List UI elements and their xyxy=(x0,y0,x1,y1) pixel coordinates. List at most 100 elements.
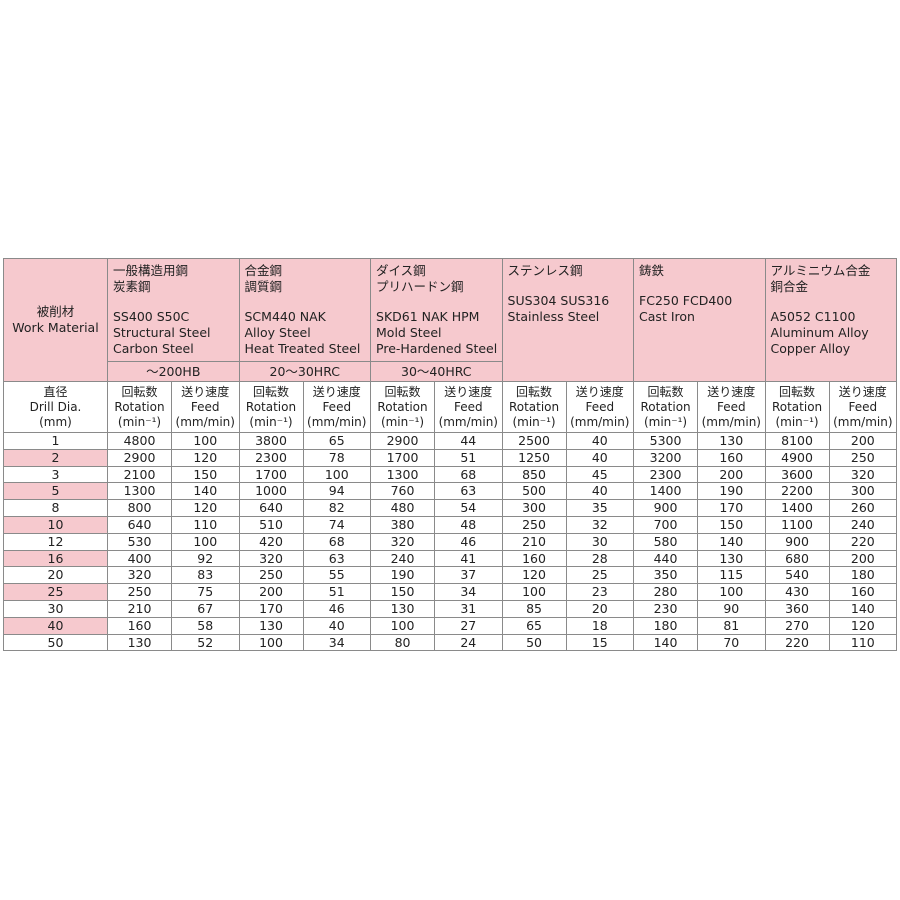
feed-value: 100 xyxy=(697,583,766,601)
material-jp: 調質鋼 xyxy=(244,279,283,294)
rotation-value: 850 xyxy=(501,465,567,484)
feed-cell: 送り速度 Feed (mm/min) xyxy=(565,381,635,433)
rotation-value: 900 xyxy=(764,532,830,551)
rotation-value: 220 xyxy=(764,633,830,652)
label: 回転数 xyxy=(779,384,816,399)
feed-value: 180 xyxy=(828,566,898,585)
rotation-value: 100 xyxy=(501,583,567,601)
rotation-value: 2200 xyxy=(764,482,830,501)
feed-value: 115 xyxy=(697,566,766,585)
rotation-value: 150 xyxy=(370,583,436,601)
rotation-value: 160 xyxy=(501,549,567,568)
feed-cell: 送り速度 Feed (mm/min) xyxy=(302,381,372,433)
rotation-value: 250 xyxy=(238,566,304,585)
material-en: Heat Treated Steel xyxy=(244,341,361,356)
feed-value: 74 xyxy=(302,515,372,534)
material-jp: 一般構造用鋼 xyxy=(113,263,189,278)
feed-value: 67 xyxy=(171,599,240,618)
feed-value: 18 xyxy=(565,616,635,635)
label: 回転数 xyxy=(121,384,158,399)
diameter-cell: 1 xyxy=(3,432,108,450)
rotation-cell: 回転数 Rotation (min⁻¹) xyxy=(501,381,567,433)
feed-value: 27 xyxy=(434,616,503,635)
cutting-table: 被削材 Work Material 一般構造用鋼 炭素鋼 SS400 S50C Struc… xyxy=(3,258,898,652)
feed-value: 45 xyxy=(565,465,635,484)
rotation-value: 510 xyxy=(238,515,304,534)
rotation-value: 180 xyxy=(633,616,699,635)
feed-value: 37 xyxy=(434,566,503,585)
feed-value: 260 xyxy=(828,499,898,517)
feed-value: 120 xyxy=(171,448,240,467)
data-row: 50 130 52 100 34 80 24 50 15 140 70 220 110 xyxy=(3,633,898,652)
rotation-value: 500 xyxy=(501,482,567,501)
label: (min⁻¹) xyxy=(380,414,425,429)
rotation-value: 2100 xyxy=(107,465,172,484)
feed-cell: 送り速度 Feed (mm/min) xyxy=(697,381,766,433)
rotation-value: 440 xyxy=(633,549,699,568)
diameter-cell: 30 xyxy=(3,599,108,618)
feed-value: 120 xyxy=(828,616,898,635)
material-cell: アルミニウム合金 銅合金 A5052 C1100 Aluminum Alloy Copp… xyxy=(764,258,898,382)
rotation-value: 580 xyxy=(633,532,699,551)
rotation-value: 130 xyxy=(107,633,172,652)
rotation-value: 8100 xyxy=(764,432,830,450)
rotation-value: 360 xyxy=(764,599,830,618)
feed-value: 68 xyxy=(434,465,503,484)
data-row: 12 530 100 420 68 320 46 210 30 580 140 900 220 xyxy=(3,532,898,551)
feed-value: 55 xyxy=(302,566,372,585)
label: Rotation xyxy=(377,399,428,414)
rotation-value: 3800 xyxy=(238,432,304,450)
header-row: 被削材 Work Material 一般構造用鋼 炭素鋼 SS400 S50C Struc… xyxy=(3,258,898,382)
feed-value: 70 xyxy=(697,633,766,652)
rotation-value: 210 xyxy=(501,532,567,551)
data-row: 2 2900 120 2300 78 1700 51 1250 40 3200 160 4900 250 xyxy=(3,448,898,467)
rotation-value: 2300 xyxy=(633,465,699,484)
rotation-value: 380 xyxy=(370,515,436,534)
feed-value: 75 xyxy=(171,583,240,601)
drill-dia-cell: 直径 Drill Dia. (mm) xyxy=(3,381,108,433)
feed-value: 52 xyxy=(171,633,240,652)
label: (min⁻¹) xyxy=(775,414,819,429)
label: (mm/min) xyxy=(438,414,498,429)
data-row: 16 400 92 320 63 240 41 160 28 440 130 680 200 xyxy=(3,549,898,568)
material-en: Copper Alloy xyxy=(770,341,851,356)
feed-value: 51 xyxy=(302,583,372,601)
rotation-value: 320 xyxy=(370,532,436,551)
diameter-cell: 10 xyxy=(3,515,108,534)
diameter-cell: 20 xyxy=(3,566,108,585)
feed-value: 63 xyxy=(302,549,372,568)
feed-value: 140 xyxy=(697,532,766,551)
label: Feed xyxy=(322,399,352,414)
feed-value: 160 xyxy=(828,583,898,601)
material-jp: 銅合金 xyxy=(770,279,809,294)
feed-value: 200 xyxy=(828,549,898,568)
material-grades: SCM440 NAK xyxy=(244,309,326,324)
material-en: Cast Iron xyxy=(639,309,695,324)
feed-value: 83 xyxy=(171,566,240,585)
material-jp: ダイス鋼 xyxy=(376,263,426,278)
diameter-cell: 8 xyxy=(3,499,108,517)
material-cell: 合金鋼 調質鋼 SCM440 NAK Alloy Steel Heat Treated … xyxy=(238,258,372,362)
label: 直径 xyxy=(43,384,68,399)
label: 送り速度 xyxy=(707,384,756,399)
feed-value: 150 xyxy=(697,515,766,534)
feed-value: 51 xyxy=(434,448,503,467)
hardness-cell: 30～40HRC xyxy=(370,361,503,382)
feed-value: 94 xyxy=(302,482,372,501)
label: 回転数 xyxy=(384,384,421,399)
feed-value: 32 xyxy=(565,515,635,534)
diameter-cell: 5 xyxy=(3,482,108,501)
label-en: Work Material xyxy=(12,320,99,335)
label: (mm/min) xyxy=(833,414,893,429)
material-cell: ダイス鋼 プリハードン鋼 SKD61 NAK HPM Mold Steel Pre-Ha… xyxy=(370,258,503,362)
rotation-value: 200 xyxy=(238,583,304,601)
label: Rotation xyxy=(114,399,165,414)
feed-value: 110 xyxy=(171,515,240,534)
diameter-cell: 16 xyxy=(3,549,108,568)
data-row: 5 1300 140 1000 94 760 63 500 40 1400 190 2200 300 xyxy=(3,482,898,501)
rotation-value: 640 xyxy=(107,515,172,534)
feed-value: 34 xyxy=(302,633,372,652)
rotation-value: 400 xyxy=(107,549,172,568)
rotation-cell: 回転数 Rotation (min⁻¹) xyxy=(370,381,436,433)
rotation-value: 800 xyxy=(107,499,172,517)
